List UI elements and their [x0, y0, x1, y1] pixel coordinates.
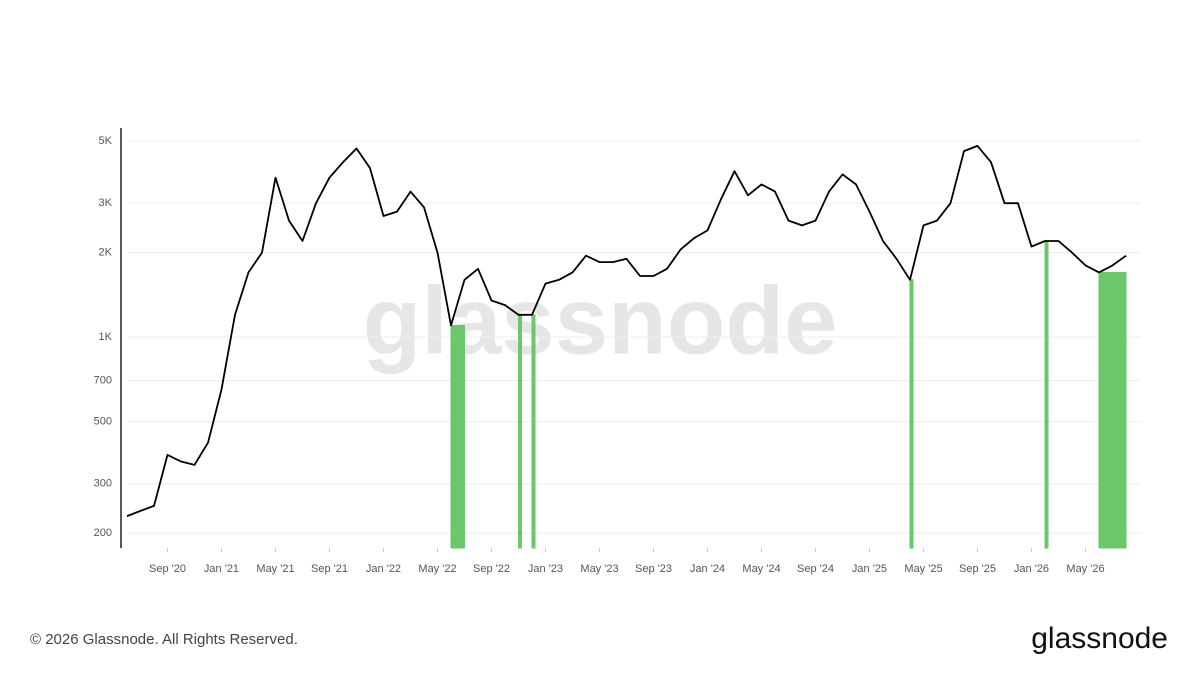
x-tick-label: Sep '22: [473, 563, 510, 575]
x-tick-label: Jan '24: [690, 563, 725, 575]
x-tick-label: May '23: [580, 563, 618, 575]
shaded-range: [450, 324, 465, 549]
x-tick-label: Jan '26: [1014, 563, 1049, 575]
shaded-range: [909, 279, 914, 549]
x-tick-label: Sep '24: [797, 563, 834, 575]
brand-logo: glassnode: [1031, 622, 1168, 655]
y-tick-label: 3K: [99, 197, 113, 209]
x-tick-label: Jan '21: [204, 563, 239, 575]
shaded-range: [518, 314, 522, 549]
x-tick-label: May '24: [742, 563, 780, 575]
x-tick-label: May '26: [1066, 563, 1104, 575]
x-tick-label: Sep '20: [149, 563, 186, 575]
x-tick-label: Sep '25: [959, 563, 996, 575]
x-tick-label: May '22: [418, 563, 456, 575]
y-tick-label: 2K: [99, 246, 113, 258]
x-tick-label: Sep '23: [635, 563, 672, 575]
shaded-range: [1098, 271, 1127, 549]
x-tick-label: Sep '21: [311, 563, 348, 575]
watermark: glassnode: [363, 267, 838, 374]
price-line: [126, 145, 1127, 517]
shaded-range: [531, 314, 536, 549]
x-tick-label: May '25: [904, 563, 942, 575]
y-tick-label: 500: [94, 415, 112, 427]
x-tick-label: May '21: [256, 563, 294, 575]
y-tick-label: 5K: [99, 135, 113, 147]
y-tick-label: 300: [94, 478, 112, 490]
y-tick-label: 700: [94, 374, 112, 386]
footer: © 2026 Glassnode. All Rights Reserved.: [30, 631, 298, 648]
x-tick-label: Jan '23: [528, 563, 563, 575]
y-tick-label: 200: [94, 527, 112, 539]
x-tick-label: Jan '25: [852, 563, 887, 575]
y-tick-label: 1K: [99, 331, 113, 343]
x-tick-label: Jan '22: [366, 563, 401, 575]
shaded-range: [1044, 240, 1049, 549]
